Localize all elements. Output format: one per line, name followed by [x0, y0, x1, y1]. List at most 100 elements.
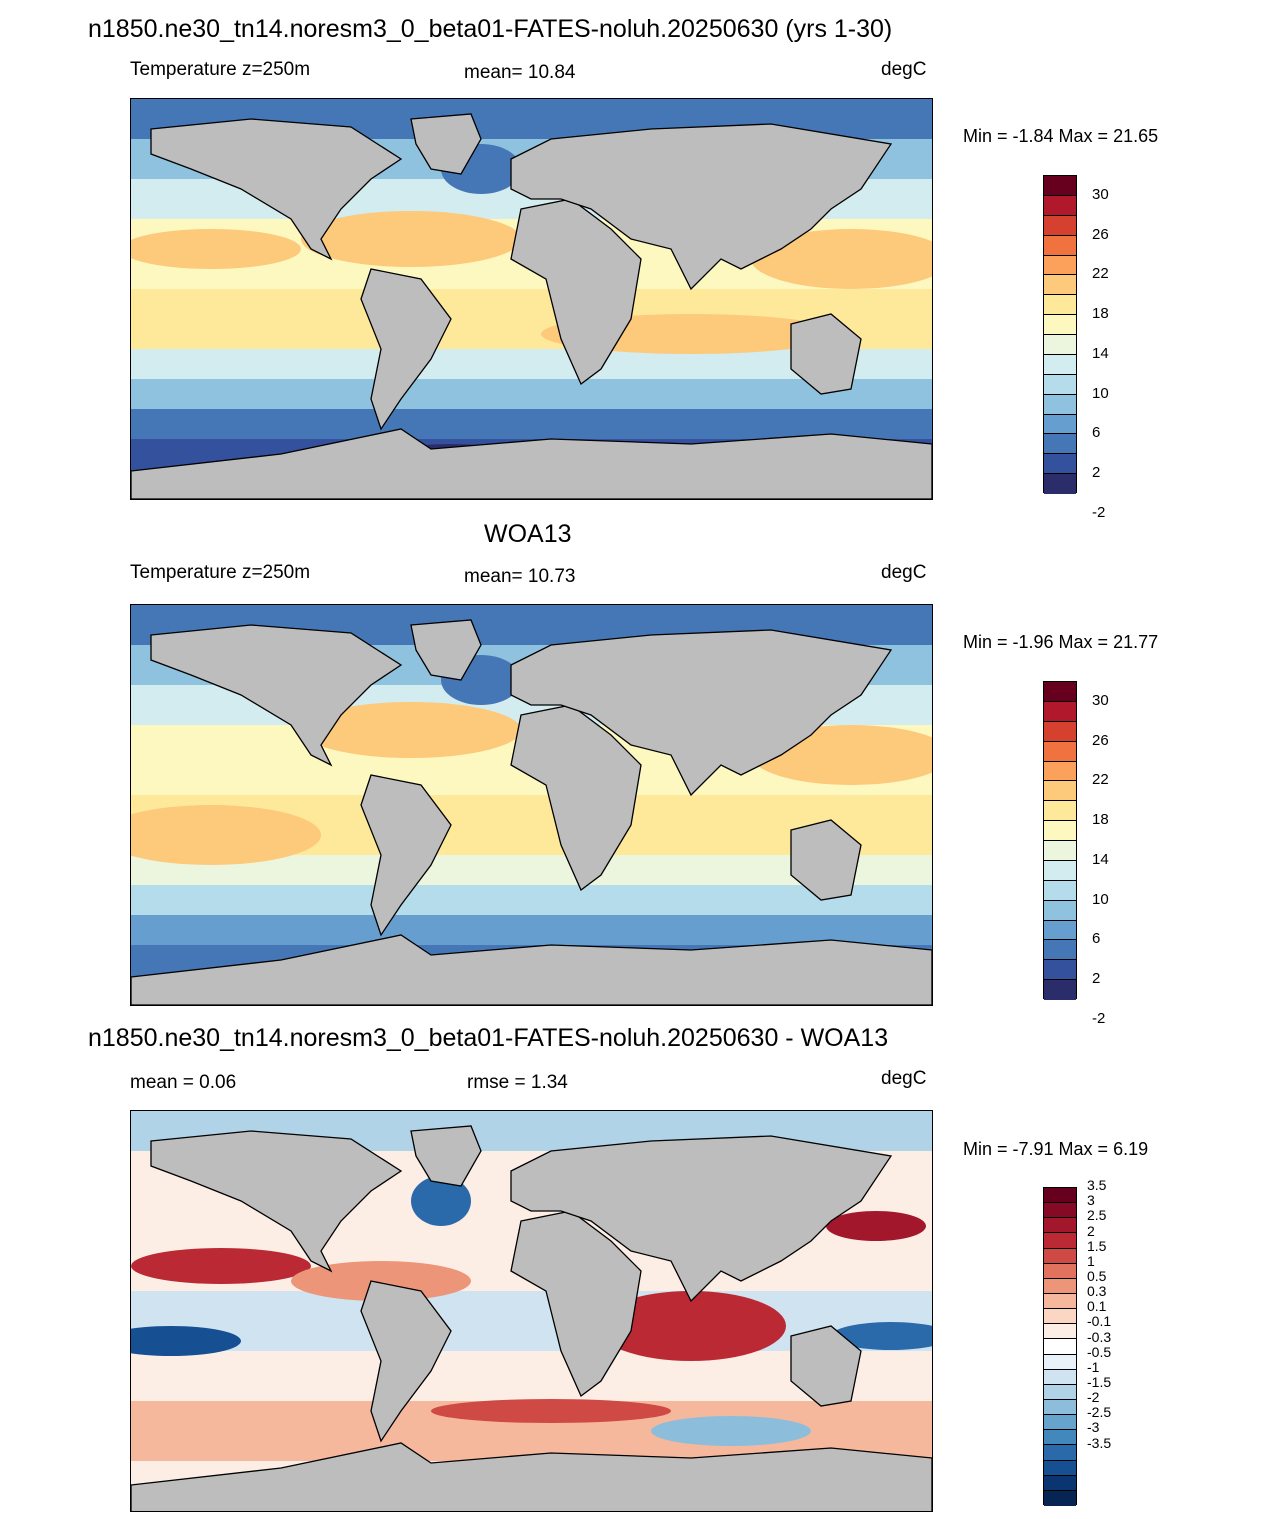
- colorbar-tick-label: 6: [1092, 424, 1101, 442]
- colorbar-tick-label: -2: [1092, 1009, 1106, 1027]
- panel2-mean-label: mean= 10.73: [464, 566, 576, 587]
- colorbar-swatch: [1044, 940, 1076, 961]
- colorbar-swatch: [1044, 1218, 1076, 1234]
- colorbar-tick-label: -0.1: [1087, 1313, 1112, 1330]
- colorbar-swatch: [1044, 682, 1076, 702]
- colorbar-swatch: [1044, 1248, 1076, 1264]
- colorbar-swatch: [1044, 960, 1076, 981]
- colorbar-swatch: [1044, 701, 1076, 722]
- colorbar-tick-label: 30: [1092, 185, 1109, 203]
- colorbar-swatch: [1044, 1339, 1076, 1355]
- colorbar-swatch: [1044, 1278, 1076, 1294]
- panel1-map: [130, 98, 933, 500]
- colorbar-swatch: [1044, 394, 1076, 415]
- colorbar-tick-label: 0.5: [1087, 1268, 1107, 1284]
- panel1-title: n1850.ne30_tn14.noresm3_0_beta01-FATES-n…: [88, 15, 893, 43]
- colorbar-tick-label: 10: [1092, 890, 1109, 908]
- panel1-units-label: degC: [881, 59, 927, 80]
- colorbar-swatch: [1044, 195, 1076, 216]
- colorbar-swatch: [1044, 1233, 1076, 1249]
- colorbar-tick-label: -2.5: [1087, 1404, 1112, 1421]
- colorbar-swatch: [1044, 434, 1076, 455]
- panel2-title: WOA13: [484, 520, 572, 548]
- colorbar-swatch: [1044, 900, 1076, 921]
- colorbar-swatch: [1044, 474, 1076, 494]
- colorbar-swatch: [1044, 1460, 1076, 1476]
- panel2-variable-label: Temperature z=250m: [130, 562, 311, 583]
- panel3-mean-label: mean = 0.06: [130, 1072, 237, 1093]
- colorbar-swatch: [1044, 1415, 1076, 1431]
- colorbar-tick-label: -3: [1087, 1419, 1100, 1436]
- colorbar-swatch: [1044, 1203, 1076, 1219]
- colorbar-tick-label: 6: [1092, 930, 1101, 948]
- panel3-colorbar: [1043, 1187, 1077, 1506]
- panel2-units-label: degC: [881, 562, 927, 583]
- colorbar-swatch: [1044, 1354, 1076, 1370]
- colorbar-tick-label: 18: [1092, 305, 1109, 323]
- colorbar-tick-label: 1: [1087, 1252, 1095, 1269]
- colorbar-tick-label: -2: [1087, 1389, 1100, 1406]
- colorbar-swatch: [1044, 235, 1076, 256]
- colorbar-swatch: [1044, 1399, 1076, 1416]
- colorbar-tick-label: 26: [1092, 225, 1109, 243]
- colorbar-tick-label: -1.5: [1087, 1374, 1112, 1390]
- colorbar-tick-label: -2: [1092, 503, 1106, 521]
- colorbar-tick-label: 22: [1092, 771, 1109, 789]
- colorbar-swatch: [1044, 295, 1076, 316]
- panel1-minmax-label: Min = -1.84 Max = 21.65: [963, 126, 1159, 146]
- colorbar-swatch: [1044, 1475, 1076, 1491]
- colorbar-tick-label: 26: [1092, 731, 1109, 749]
- colorbar-tick-label: 14: [1092, 344, 1109, 362]
- colorbar-tick-label: 0.3: [1087, 1283, 1107, 1300]
- colorbar-tick-label: 3.5: [1087, 1177, 1107, 1194]
- panel1-colorbar: [1043, 175, 1077, 494]
- colorbar-tick-label: 2: [1092, 970, 1101, 988]
- colorbar-swatch: [1044, 315, 1076, 335]
- colorbar-swatch: [1044, 880, 1076, 901]
- colorbar-tick-label: 22: [1092, 265, 1109, 283]
- panel3-minmax-label: Min = -7.91 Max = 6.19: [963, 1139, 1149, 1159]
- colorbar-swatch: [1044, 1430, 1076, 1446]
- colorbar-swatch: [1044, 741, 1076, 762]
- colorbar-tick-label: -3.5: [1087, 1434, 1112, 1451]
- colorbar-swatch: [1044, 980, 1076, 1000]
- panel2-colorbar: [1043, 681, 1077, 1000]
- panel2-map: [130, 604, 933, 1006]
- colorbar-swatch: [1044, 215, 1076, 236]
- colorbar-swatch: [1044, 1369, 1076, 1385]
- panel2-minmax-label: Min = -1.96 Max = 21.77: [963, 632, 1159, 652]
- colorbar-swatch: [1044, 821, 1076, 841]
- colorbar-tick-label: 2: [1092, 464, 1101, 482]
- colorbar-swatch: [1044, 454, 1076, 475]
- colorbar-tick-label: -0.3: [1087, 1328, 1112, 1345]
- colorbar-swatch: [1044, 176, 1076, 196]
- panel3-units-label: degC: [881, 1068, 927, 1089]
- panel3-title: n1850.ne30_tn14.noresm3_0_beta01-FATES-n…: [88, 1024, 889, 1052]
- colorbar-tick-label: 18: [1092, 811, 1109, 829]
- panel3-map: [130, 1110, 933, 1512]
- colorbar-swatch: [1044, 1263, 1076, 1279]
- colorbar-swatch: [1044, 414, 1076, 435]
- panel3-rmse-label: rmse = 1.34: [467, 1072, 568, 1093]
- colorbar-swatch: [1044, 1384, 1076, 1400]
- colorbar-swatch: [1044, 255, 1076, 276]
- colorbar-tick-label: 2.5: [1087, 1207, 1107, 1224]
- colorbar-tick-label: -1: [1087, 1358, 1100, 1375]
- colorbar-tick-label: 3: [1087, 1192, 1095, 1209]
- colorbar-swatch: [1044, 1445, 1076, 1461]
- colorbar-swatch: [1044, 781, 1076, 802]
- colorbar-swatch: [1044, 1188, 1076, 1204]
- colorbar-swatch: [1044, 275, 1076, 296]
- colorbar-tick-label: 30: [1092, 691, 1109, 709]
- colorbar-tick-label: 10: [1092, 384, 1109, 402]
- colorbar-swatch: [1044, 860, 1076, 881]
- colorbar-swatch: [1044, 354, 1076, 375]
- colorbar-swatch: [1044, 761, 1076, 782]
- colorbar-tick-label: 14: [1092, 850, 1109, 868]
- colorbar-tick-label: 1.5: [1087, 1237, 1107, 1254]
- colorbar-swatch: [1044, 721, 1076, 742]
- colorbar-swatch: [1044, 1293, 1076, 1310]
- colorbar-swatch: [1044, 374, 1076, 395]
- colorbar-tick-label: -0.5: [1087, 1343, 1112, 1360]
- colorbar-swatch: [1044, 1309, 1076, 1325]
